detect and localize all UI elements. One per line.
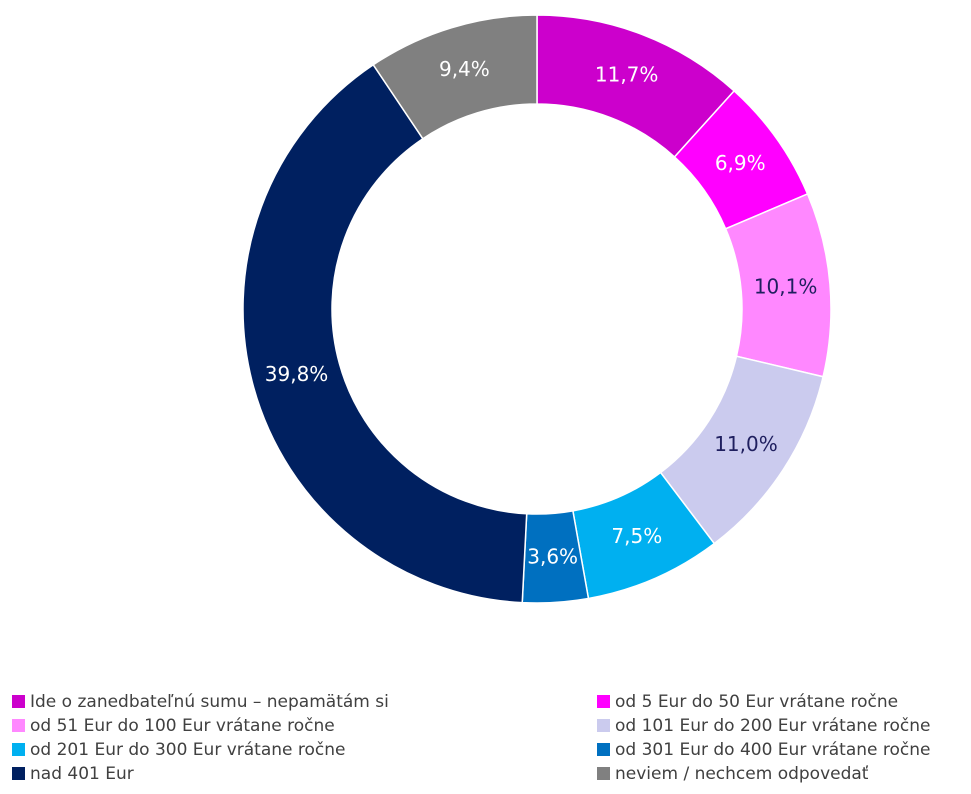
legend-label: od 101 Eur do 200 Eur vrátane ročne	[615, 716, 931, 736]
donut-slice	[372, 14, 538, 140]
data-label: 9,4%	[439, 57, 490, 81]
legend-swatch	[597, 767, 610, 780]
legend-label: od 5 Eur do 50 Eur vrátane ročne	[615, 692, 898, 712]
data-label: 39,8%	[265, 362, 329, 386]
legend-swatch	[597, 719, 610, 732]
data-label: 3,6%	[527, 545, 578, 569]
data-label: 6,9%	[715, 151, 766, 175]
legend-label: nad 401 Eur	[30, 764, 134, 784]
legend-label: od 301 Eur do 400 Eur vrátane ročne	[615, 740, 931, 760]
legend-swatch	[597, 695, 610, 708]
legend-label: Ide o zanedbateľnú sumu – nepamätám si	[30, 692, 389, 712]
legend-label: neviem / nechcem odpovedať	[615, 764, 869, 784]
legend-label: od 201 Eur do 300 Eur vrátane ročne	[30, 740, 346, 760]
legend-swatch	[12, 743, 25, 756]
data-label: 11,7%	[595, 63, 659, 87]
data-label: 10,1%	[754, 274, 818, 298]
legend-label: od 51 Eur do 100 Eur vrátane ročne	[30, 716, 335, 736]
donut-slice	[242, 63, 528, 604]
data-label: 11,0%	[714, 432, 778, 456]
legend-swatch	[12, 767, 25, 780]
data-label: 7,5%	[611, 524, 662, 548]
legend-swatch	[12, 719, 25, 732]
legend-swatch	[597, 743, 610, 756]
legend-swatch	[12, 695, 25, 708]
